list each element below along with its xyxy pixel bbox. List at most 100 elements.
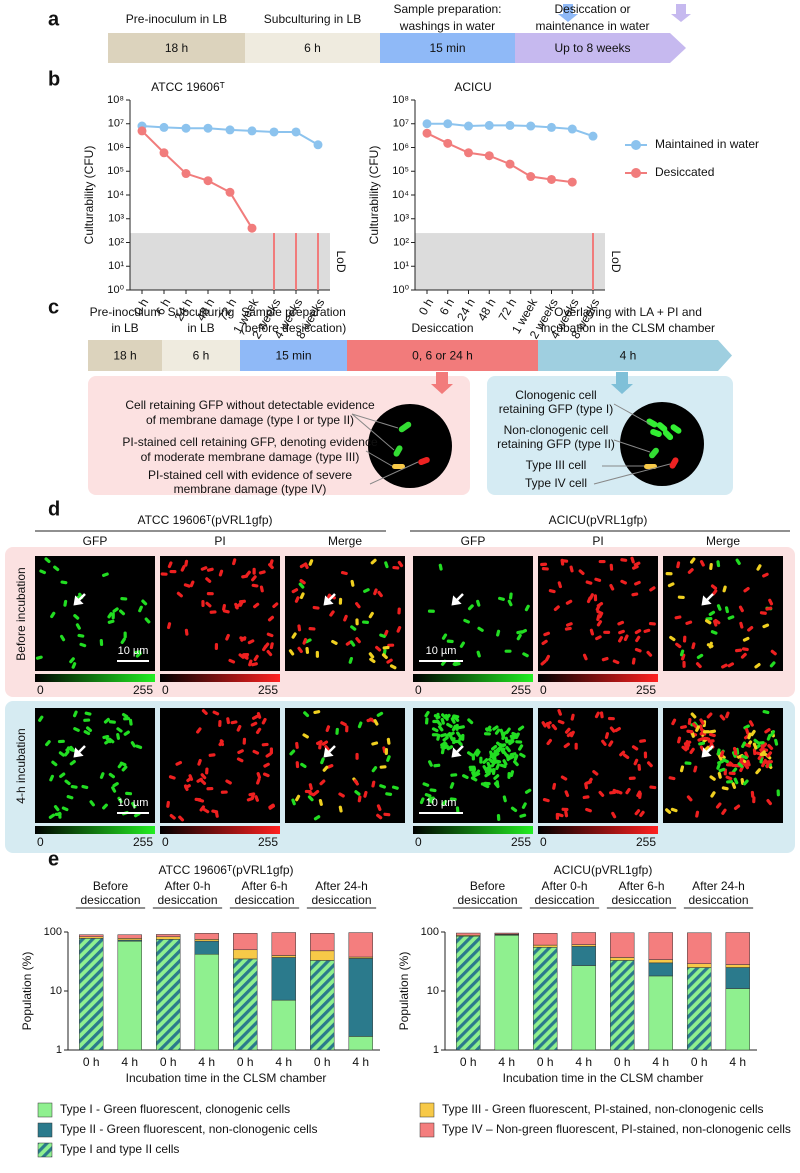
cell	[302, 733, 309, 739]
cell	[201, 600, 205, 608]
cell	[288, 649, 295, 656]
step-duration: 0, 6 or 24 h	[412, 349, 473, 363]
cell	[564, 810, 569, 818]
cell	[313, 815, 321, 821]
cell	[728, 761, 735, 768]
cell	[251, 575, 257, 582]
cell	[66, 795, 74, 800]
step-label: in LB	[187, 321, 214, 335]
cell	[77, 633, 85, 638]
cell	[368, 611, 374, 619]
cell	[107, 619, 115, 624]
step-duration: 15 min	[275, 349, 311, 363]
cell	[340, 570, 348, 576]
data-point	[526, 121, 536, 131]
cell	[427, 609, 435, 613]
cell	[168, 775, 176, 780]
cell	[628, 776, 636, 781]
colorbar-tick: 0	[415, 835, 422, 849]
cell	[505, 746, 511, 753]
colorbar-tick: 255	[511, 835, 531, 849]
cell	[386, 737, 391, 745]
cell	[57, 739, 65, 744]
cell	[492, 752, 500, 758]
cell	[505, 739, 513, 743]
cell	[44, 557, 51, 564]
cell	[633, 758, 639, 766]
cell	[649, 586, 656, 592]
pointer-arrow	[701, 593, 714, 606]
cell	[294, 596, 300, 603]
cell	[376, 804, 382, 811]
pointer-arrow	[451, 745, 464, 758]
timeline-step	[347, 340, 538, 371]
cell	[397, 607, 401, 615]
cell	[452, 737, 456, 745]
cell	[486, 768, 494, 773]
cell	[598, 559, 606, 564]
cell	[272, 602, 279, 609]
cell	[491, 744, 498, 751]
bar-segment	[194, 940, 219, 955]
cell	[312, 605, 320, 610]
cell	[305, 638, 312, 644]
legend-swatch	[37, 1122, 53, 1138]
y-tick-label: 10	[427, 985, 439, 997]
cell	[370, 558, 377, 565]
cell	[64, 779, 71, 786]
cell	[757, 741, 765, 745]
y-tick-label: 10¹	[393, 260, 409, 272]
cell	[449, 797, 457, 802]
data-point	[422, 119, 432, 129]
cell	[752, 742, 758, 750]
cell	[375, 645, 382, 652]
cell	[128, 718, 133, 726]
cell	[699, 718, 705, 725]
cell	[759, 611, 767, 615]
legend-label: Maintained in water	[655, 137, 759, 151]
colorbar-tick: 255	[258, 683, 278, 697]
group-label: After 24-h	[315, 879, 368, 893]
cell	[721, 808, 727, 815]
cell	[353, 779, 359, 786]
cell	[682, 660, 686, 668]
cell	[541, 639, 548, 646]
cell	[214, 642, 219, 650]
cell-icon	[669, 457, 679, 469]
data-point	[422, 128, 432, 138]
micrograph	[663, 708, 783, 823]
colorbar-tick: 0	[162, 683, 169, 697]
cell	[89, 800, 95, 807]
cell	[509, 770, 515, 778]
cell-description: of membrane damage (type I or type II)	[146, 413, 354, 427]
cell	[522, 652, 529, 658]
cell	[623, 634, 629, 642]
x-axis-label: Incubation time in the CLSM chamber	[503, 1071, 704, 1085]
lod-label: LoD	[609, 251, 623, 273]
group-label: desiccation	[157, 893, 217, 907]
step-label: Desiccation or	[554, 2, 630, 16]
channel-header: Merge	[706, 534, 740, 548]
cell	[630, 556, 635, 564]
cell	[499, 743, 507, 748]
cell	[253, 654, 259, 662]
cell	[99, 639, 104, 647]
cell	[735, 648, 743, 653]
bar-segment	[117, 940, 142, 1051]
timeline-step	[240, 340, 347, 371]
cell	[354, 790, 361, 796]
channel-header: PI	[592, 534, 603, 548]
cell	[248, 659, 253, 667]
step-duration: 6 h	[304, 41, 321, 55]
cell	[463, 618, 470, 624]
cell	[267, 615, 274, 622]
cell	[343, 614, 348, 622]
cell	[302, 637, 308, 645]
x-tick-label: 4 h	[652, 1055, 669, 1069]
cell	[482, 758, 489, 765]
cell	[684, 740, 692, 746]
y-tick-label: 10²	[108, 236, 124, 248]
cell	[524, 788, 532, 794]
cell	[38, 715, 44, 722]
micrograph	[538, 708, 658, 823]
